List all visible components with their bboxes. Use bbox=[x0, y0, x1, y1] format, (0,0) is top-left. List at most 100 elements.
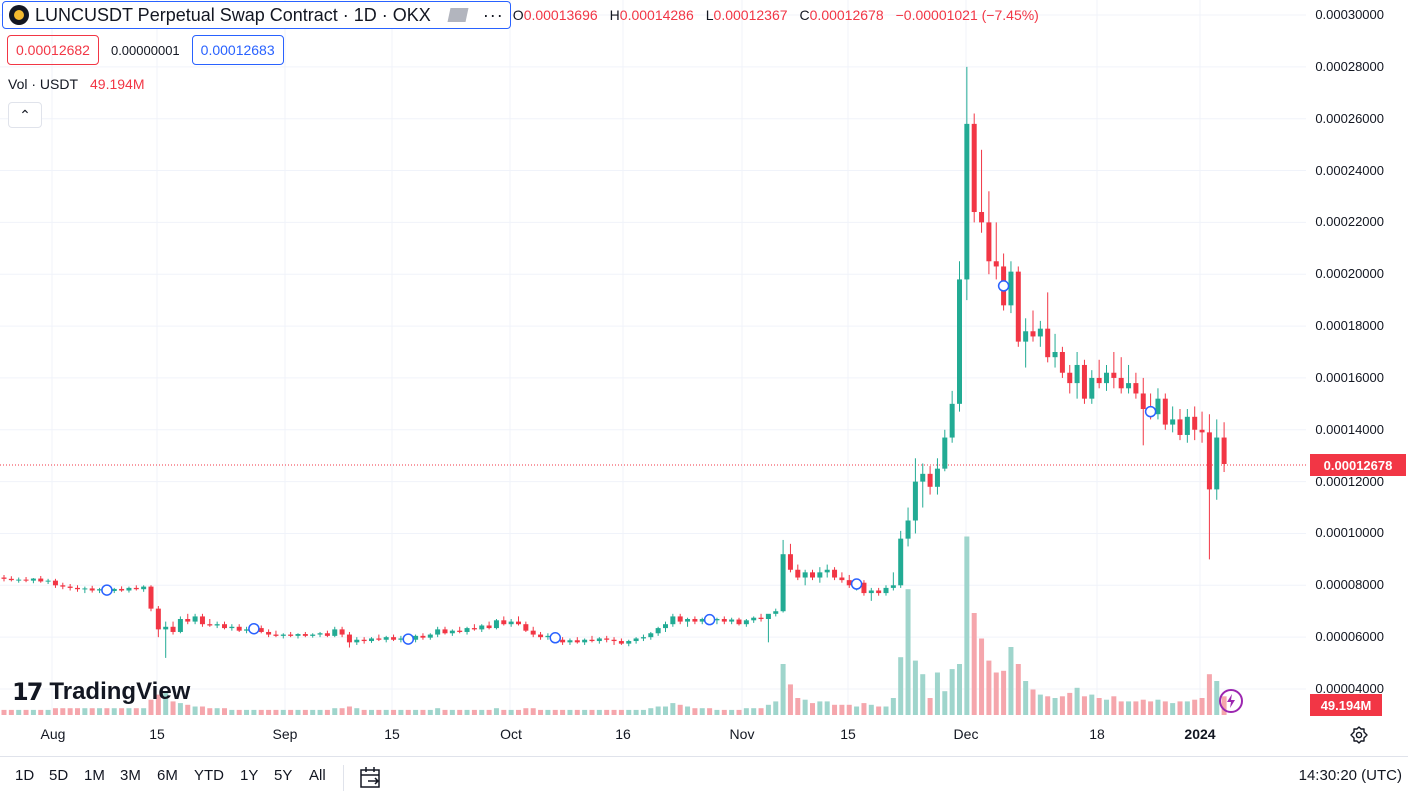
candle-body bbox=[1081, 364, 1087, 399]
tradingview-mark-icon: 17 bbox=[12, 678, 43, 706]
candle bbox=[1037, 320, 1043, 347]
candle bbox=[324, 630, 330, 638]
volume-bars bbox=[1, 536, 1227, 715]
candle bbox=[214, 621, 220, 629]
candle bbox=[993, 222, 999, 280]
candle bbox=[60, 582, 66, 590]
gear-icon[interactable] bbox=[1350, 726, 1368, 744]
candle bbox=[780, 539, 786, 613]
lightning-icon[interactable] bbox=[1218, 688, 1244, 714]
range-3m-button[interactable]: 3M bbox=[120, 767, 141, 784]
candle-body bbox=[354, 639, 360, 643]
volume-bar bbox=[589, 709, 595, 715]
utc-clock[interactable]: 14:30:20 (UTC) bbox=[1298, 767, 1402, 784]
range-ytd-button[interactable]: YTD bbox=[194, 767, 224, 784]
volume-bar bbox=[1074, 687, 1080, 715]
candle-body bbox=[905, 520, 911, 539]
price-axis-label: 0.00024000 bbox=[1315, 162, 1384, 178]
candle bbox=[38, 575, 44, 583]
candle-body bbox=[898, 538, 904, 586]
volume-bar bbox=[677, 704, 683, 715]
range-1m-button[interactable]: 1M bbox=[84, 767, 105, 784]
candle-body bbox=[383, 637, 389, 640]
sell-button[interactable]: 0.00012682 bbox=[7, 35, 99, 65]
candle-body bbox=[302, 634, 308, 636]
volume-bar bbox=[23, 709, 29, 715]
tradingview-logo[interactable]: 17 TradingView bbox=[12, 678, 190, 706]
candle bbox=[170, 621, 176, 635]
volume-bar bbox=[1104, 699, 1109, 715]
volume-bar bbox=[1177, 701, 1183, 715]
volume-bar bbox=[736, 709, 742, 715]
candle bbox=[89, 585, 95, 593]
candle-body bbox=[1074, 364, 1080, 384]
candle-body bbox=[391, 637, 397, 640]
buy-button[interactable]: 0.00012683 bbox=[191, 35, 284, 65]
volume-label: Vol · USDT bbox=[8, 76, 79, 92]
price-axis-label: 0.00028000 bbox=[1315, 58, 1384, 74]
volume-bar bbox=[1089, 694, 1095, 715]
candle bbox=[1162, 393, 1168, 430]
event-markers[interactable] bbox=[101, 280, 1157, 645]
candle bbox=[626, 639, 632, 647]
collapse-legend-button[interactable]: ⌃ bbox=[8, 102, 42, 128]
candle-body bbox=[464, 628, 470, 632]
range-5d-button[interactable]: 5D bbox=[49, 767, 69, 784]
candle-body bbox=[934, 468, 940, 487]
range-1d-button[interactable]: 1D bbox=[15, 767, 35, 784]
volume-bar bbox=[471, 709, 477, 715]
volume-bar bbox=[1037, 694, 1043, 715]
volume-bar bbox=[413, 709, 419, 715]
volume-bar bbox=[1133, 701, 1139, 715]
volume-bar bbox=[16, 709, 22, 715]
candle bbox=[192, 613, 198, 625]
candle-body bbox=[1221, 437, 1227, 464]
candle-body bbox=[119, 588, 125, 591]
candle-body bbox=[192, 616, 198, 622]
candle-body bbox=[574, 640, 580, 643]
range-5y-button[interactable]: 5Y bbox=[274, 767, 293, 784]
volume-bar bbox=[971, 613, 977, 715]
candle-body bbox=[692, 619, 698, 622]
candle bbox=[464, 626, 470, 635]
candle bbox=[427, 633, 433, 640]
volume-bar bbox=[1192, 699, 1198, 715]
calendar-goto-icon[interactable] bbox=[358, 765, 384, 791]
volume-bar bbox=[1140, 699, 1146, 715]
candle-body bbox=[199, 616, 205, 625]
candle bbox=[148, 585, 154, 612]
candle-body bbox=[1140, 393, 1146, 410]
candle-body bbox=[155, 608, 161, 630]
candle bbox=[530, 626, 536, 638]
candle bbox=[236, 624, 242, 632]
volume-bar bbox=[38, 709, 44, 715]
volume-bar bbox=[979, 638, 985, 715]
candle-body bbox=[1, 577, 7, 579]
candle bbox=[361, 637, 367, 644]
candle bbox=[1081, 359, 1087, 404]
range-all-button[interactable]: All bbox=[309, 767, 326, 784]
volume-bar bbox=[1118, 701, 1124, 715]
volume-bar bbox=[8, 709, 14, 715]
volume-bar bbox=[479, 709, 485, 715]
more-dots-icon[interactable]: ··· bbox=[482, 4, 504, 25]
volume-bar bbox=[670, 703, 676, 715]
volume-bar bbox=[1206, 674, 1212, 715]
candle-body bbox=[729, 619, 735, 622]
volume-bar bbox=[332, 708, 338, 715]
volume-bar bbox=[435, 708, 441, 715]
range-1y-button[interactable]: 1Y bbox=[240, 767, 259, 784]
volume-bar bbox=[486, 709, 492, 715]
candle-body bbox=[30, 578, 36, 581]
price-chart[interactable] bbox=[0, 0, 1408, 756]
volume-bar bbox=[714, 709, 720, 715]
candlesticks bbox=[1, 66, 1227, 658]
eye-icon[interactable] bbox=[447, 8, 469, 22]
symbol-selector[interactable]: LUNCUSDT Perpetual Swap Contract · 1D · … bbox=[2, 1, 511, 29]
volume-bar bbox=[824, 701, 830, 715]
candle-body bbox=[876, 590, 882, 594]
volume-bar bbox=[596, 709, 602, 715]
candle bbox=[685, 617, 691, 627]
range-6m-button[interactable]: 6M bbox=[157, 767, 178, 784]
price-axis-label: 0.00006000 bbox=[1315, 629, 1384, 645]
